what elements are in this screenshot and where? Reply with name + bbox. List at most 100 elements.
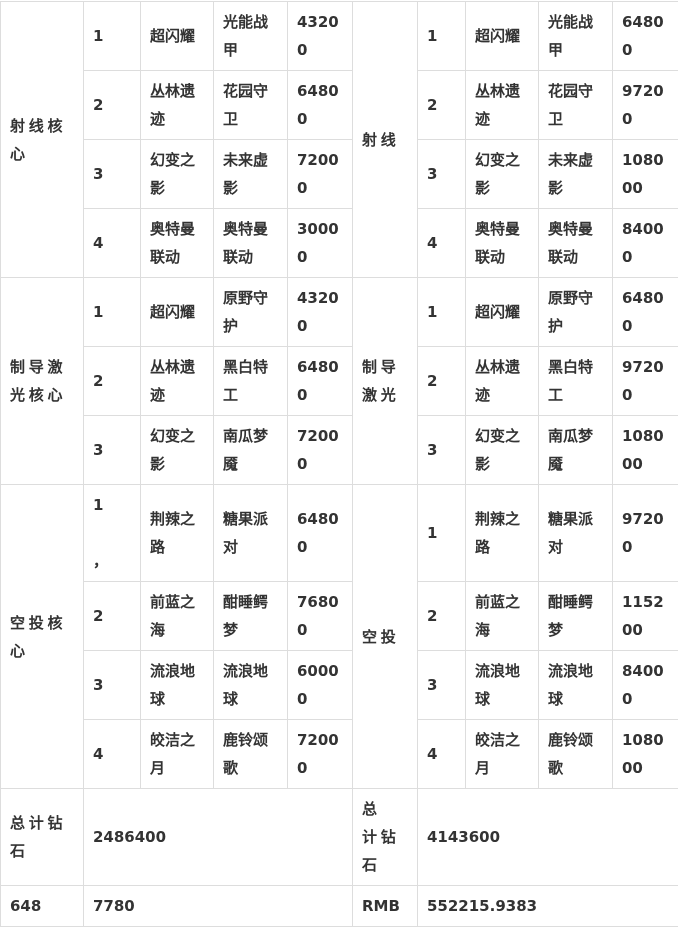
right-skin: 未来虚影 bbox=[539, 140, 613, 209]
left-map: 荆辣之路 bbox=[141, 485, 214, 582]
right-skin: 原野守护 bbox=[539, 278, 613, 347]
section-label-right: 射线 bbox=[353, 2, 418, 278]
left-skin: 酣睡鳄梦 bbox=[214, 582, 288, 651]
right-index: 1 bbox=[418, 485, 466, 582]
right-skin: 光能战甲 bbox=[539, 2, 613, 71]
left-skin: 花园守卫 bbox=[214, 71, 288, 140]
left-skin: 奥特曼联动 bbox=[214, 209, 288, 278]
section-label-right: 空投 bbox=[353, 485, 418, 789]
right-skin: 南瓜梦魇 bbox=[539, 416, 613, 485]
right-map: 超闪耀 bbox=[466, 278, 539, 347]
left-skin: 黑白特工 bbox=[214, 347, 288, 416]
left-skin: 原野守护 bbox=[214, 278, 288, 347]
left-index: 2 bbox=[84, 347, 141, 416]
left-index: 3 bbox=[84, 651, 141, 720]
right-index: 3 bbox=[418, 416, 466, 485]
section-label-right: 制导激光 bbox=[353, 278, 418, 485]
right-index: 2 bbox=[418, 347, 466, 416]
left-index: 1 ， bbox=[84, 485, 141, 582]
left-map: 前蓝之海 bbox=[141, 582, 214, 651]
right-diamonds: 97200 bbox=[613, 71, 678, 140]
right-map: 皎洁之月 bbox=[466, 720, 539, 789]
left-index: 3 bbox=[84, 140, 141, 209]
left-map: 超闪耀 bbox=[141, 2, 214, 71]
left-map: 奥特曼联动 bbox=[141, 209, 214, 278]
left-diamonds: 72000 bbox=[288, 720, 353, 789]
right-index: 4 bbox=[418, 209, 466, 278]
left-map: 幻变之影 bbox=[141, 416, 214, 485]
right-skin: 酣睡鳄梦 bbox=[539, 582, 613, 651]
right-index: 1 bbox=[418, 278, 466, 347]
left-diamonds: 64800 bbox=[288, 71, 353, 140]
right-map: 奥特曼联动 bbox=[466, 209, 539, 278]
section-label-left: 空投核心 bbox=[1, 485, 84, 789]
right-skin: 流浪地球 bbox=[539, 651, 613, 720]
right-diamonds: 108000 bbox=[613, 416, 678, 485]
right-map: 流浪地球 bbox=[466, 651, 539, 720]
left-index: 2 bbox=[84, 582, 141, 651]
right-diamonds: 84000 bbox=[613, 651, 678, 720]
totals-right-value: 4143600 bbox=[418, 789, 678, 886]
footer-row: 648 7780 RMB 552215.9383 bbox=[1, 886, 678, 927]
left-index: 3 bbox=[84, 416, 141, 485]
left-index: 4 bbox=[84, 720, 141, 789]
left-diamonds: 72000 bbox=[288, 416, 353, 485]
right-skin: 奥特曼联动 bbox=[539, 209, 613, 278]
footer-right-value: 552215.9383 bbox=[418, 886, 678, 927]
left-map: 流浪地球 bbox=[141, 651, 214, 720]
right-map: 超闪耀 bbox=[466, 2, 539, 71]
totals-right-label: 总 计钻石 bbox=[353, 789, 418, 886]
left-skin: 光能战甲 bbox=[214, 2, 288, 71]
left-skin: 未来虚影 bbox=[214, 140, 288, 209]
right-diamonds: 115200 bbox=[613, 582, 678, 651]
right-index: 2 bbox=[418, 71, 466, 140]
right-index: 1 bbox=[418, 2, 466, 71]
footer-left-label: 648 bbox=[1, 886, 84, 927]
left-skin: 鹿铃颂歌 bbox=[214, 720, 288, 789]
right-skin: 黑白特工 bbox=[539, 347, 613, 416]
left-diamonds: 64800 bbox=[288, 347, 353, 416]
left-diamonds: 76800 bbox=[288, 582, 353, 651]
left-map: 幻变之影 bbox=[141, 140, 214, 209]
right-diamonds: 108000 bbox=[613, 720, 678, 789]
right-map: 丛林遗迹 bbox=[466, 71, 539, 140]
right-diamonds: 64800 bbox=[613, 278, 678, 347]
right-diamonds: 84000 bbox=[613, 209, 678, 278]
right-index: 3 bbox=[418, 140, 466, 209]
left-diamonds: 60000 bbox=[288, 651, 353, 720]
left-diamonds: 43200 bbox=[288, 278, 353, 347]
table-summary: 总计钻石 2486400 总 计钻石 4143600 648 7780 RMB … bbox=[1, 789, 678, 927]
totals-left-label: 总计钻石 bbox=[1, 789, 84, 886]
left-skin: 南瓜梦魇 bbox=[214, 416, 288, 485]
left-diamonds: 64800 bbox=[288, 485, 353, 582]
section-label-left: 射线核心 bbox=[1, 2, 84, 278]
left-index: 2 bbox=[84, 71, 141, 140]
totals-left-value: 2486400 bbox=[84, 789, 353, 886]
right-map: 幻变之影 bbox=[466, 416, 539, 485]
right-map: 荆辣之路 bbox=[466, 485, 539, 582]
left-skin: 流浪地球 bbox=[214, 651, 288, 720]
right-diamonds: 64800 bbox=[613, 2, 678, 71]
right-map: 幻变之影 bbox=[466, 140, 539, 209]
left-skin: 糖果派对 bbox=[214, 485, 288, 582]
section-label-left: 制导激光核心 bbox=[1, 278, 84, 485]
left-index: 1 bbox=[84, 2, 141, 71]
left-diamonds: 72000 bbox=[288, 140, 353, 209]
footer-right-label: RMB bbox=[353, 886, 418, 927]
left-index: 1 bbox=[84, 278, 141, 347]
right-diamonds: 97200 bbox=[613, 347, 678, 416]
left-diamonds: 30000 bbox=[288, 209, 353, 278]
